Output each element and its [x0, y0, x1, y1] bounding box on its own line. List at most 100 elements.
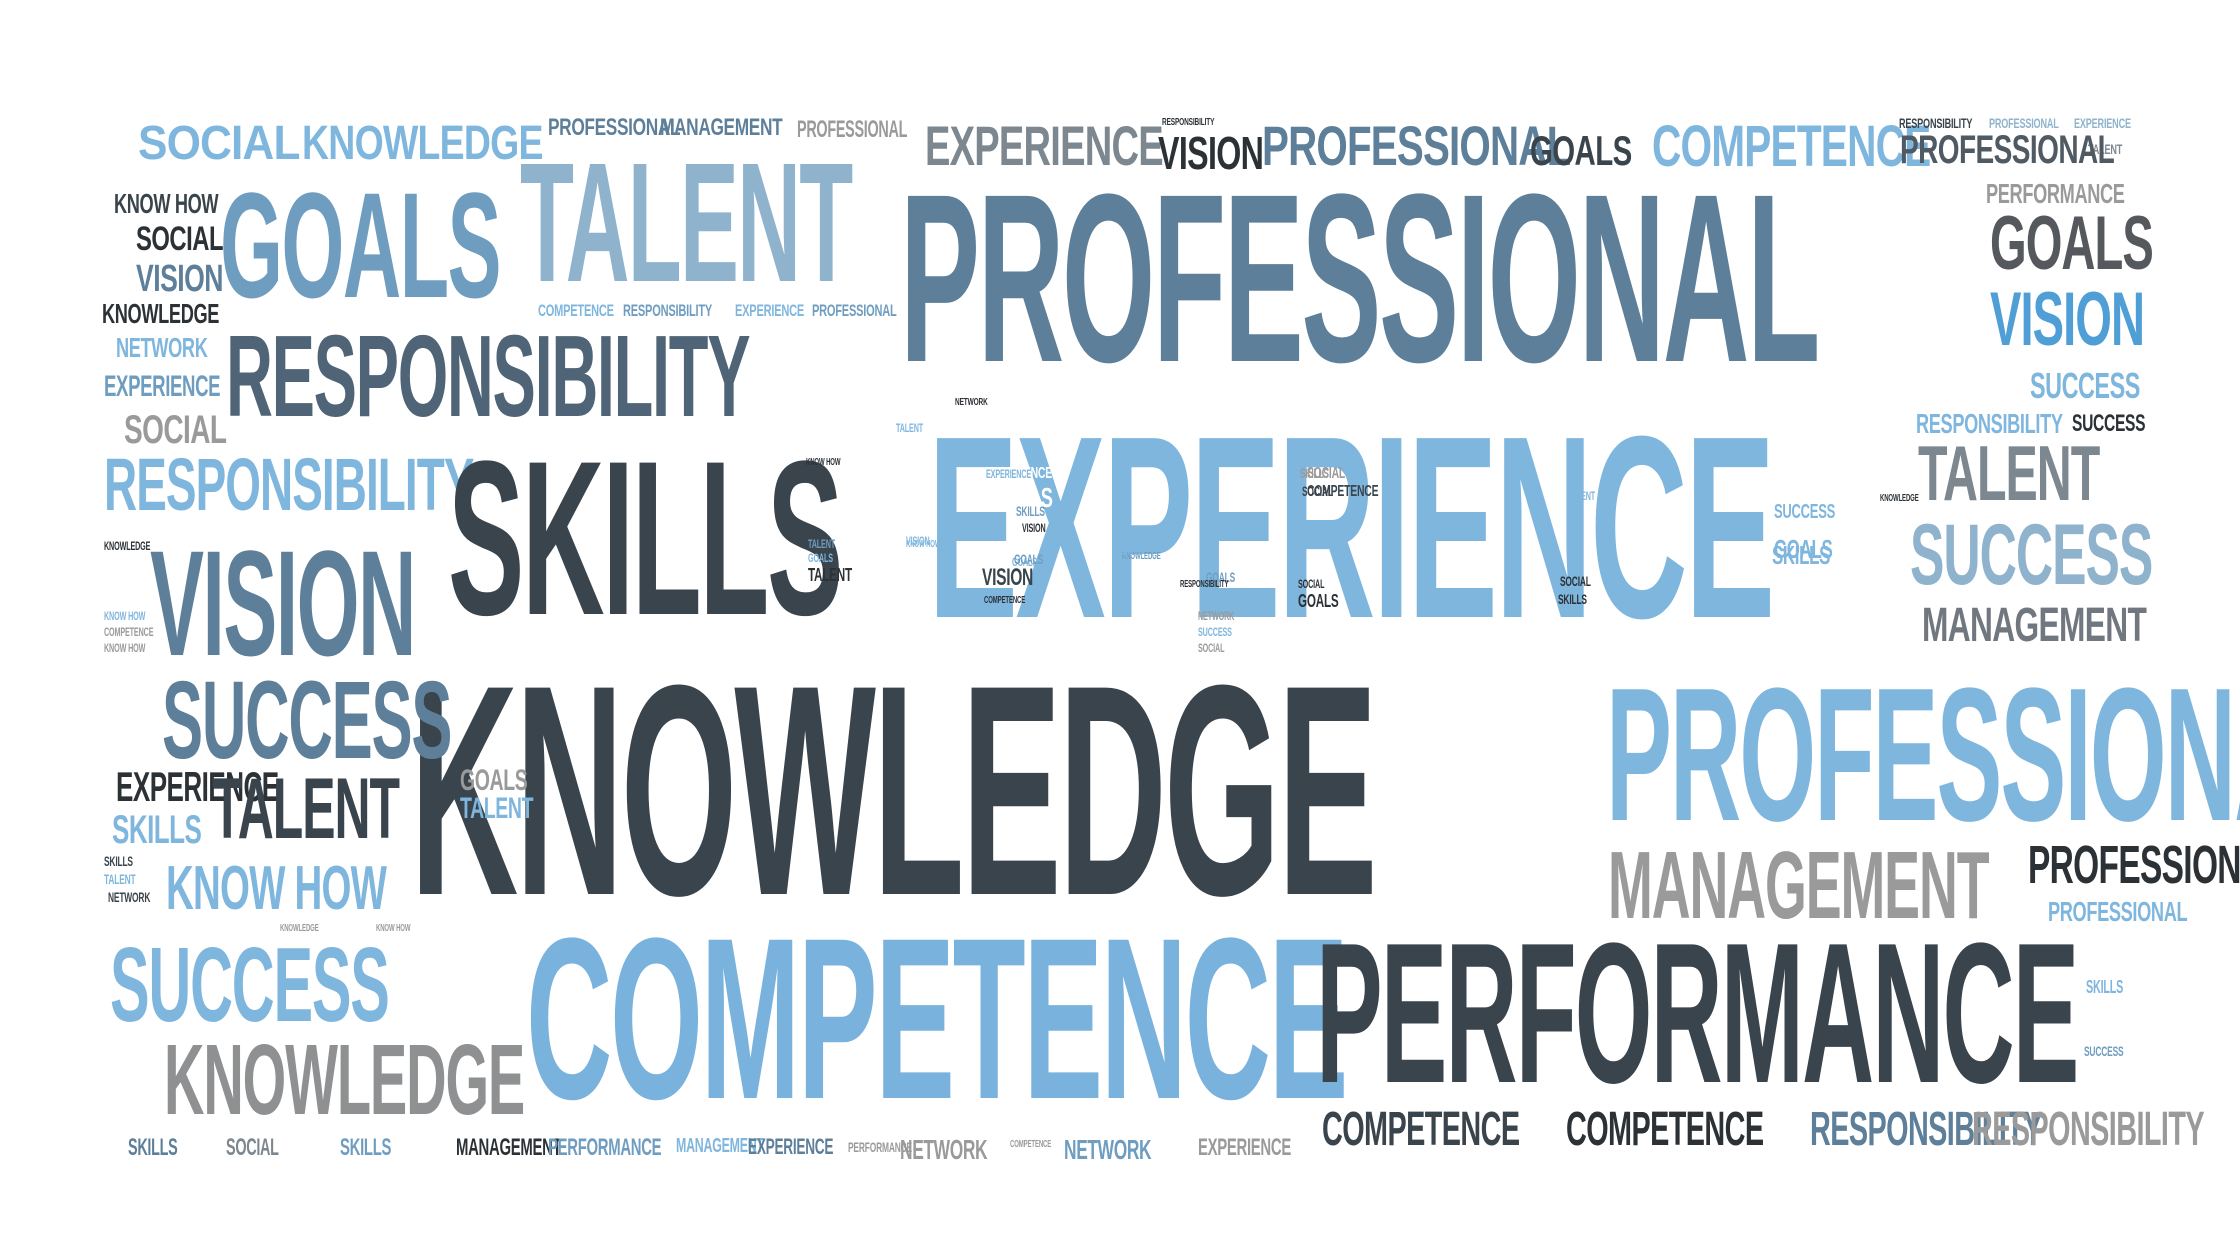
word: GOALS	[1530, 127, 1632, 174]
word: PROFESSIONAL	[797, 116, 908, 143]
word: RESPONSIBILITY	[1972, 1103, 2205, 1156]
word: COMPETENCE	[1566, 1103, 1764, 1156]
word: MANAGEMENT	[456, 1134, 562, 1161]
word: GOALS	[1014, 551, 1044, 567]
word: MANAGEMENT	[676, 1135, 764, 1157]
word: VISION	[150, 519, 416, 687]
word: SKILLS	[1300, 465, 1329, 481]
word: SOCIAL	[1198, 641, 1225, 655]
word: PROFESSIONAL	[548, 114, 681, 141]
word: KNOWLEDGE	[104, 539, 151, 553]
word: RESPONSIBILITY	[1180, 579, 1229, 590]
word: KNOWLEDGE	[302, 117, 544, 170]
word: GOALS	[1298, 591, 1339, 611]
word: SKILLS	[128, 1134, 178, 1161]
word: KNOWLEDGE	[1880, 493, 1919, 504]
word: SKILLS	[1558, 591, 1587, 607]
word: GOALS	[460, 764, 528, 797]
word: VISION	[1158, 127, 1264, 179]
word: PROFESSIONAL	[1900, 128, 2115, 172]
word: KNOWLEDGE	[164, 1024, 525, 1136]
word: SKILLS	[990, 482, 1053, 513]
word: COMPETENCE	[538, 301, 614, 320]
word: KNOWLEDGE	[410, 622, 1378, 958]
word: PERFORMANCE	[548, 1134, 662, 1161]
word: TALENT	[1918, 429, 2100, 517]
word: NETWORK	[116, 332, 208, 363]
word: RESPONSIBILITY	[1162, 117, 1215, 128]
word: COMPETENCE	[984, 595, 1026, 606]
word: EXPERIENCE	[116, 763, 279, 810]
word: RESPONSIBILITY	[1810, 1103, 2043, 1156]
word: PERFORMANCE	[1986, 178, 2125, 209]
word: SOCIAL	[1307, 465, 1346, 482]
word: EXPERIENCE	[1198, 1134, 1291, 1161]
word: GOALS	[808, 551, 833, 565]
word: SKILLS	[1122, 547, 1143, 558]
word: GOALS	[220, 161, 502, 329]
word: KNOW HOW	[114, 188, 219, 219]
word: EXPERIENCE	[735, 301, 805, 320]
word: VISION	[1022, 521, 1046, 535]
word: VISION	[1990, 277, 2145, 362]
word: NETWORK	[1198, 609, 1235, 623]
word: TALENT	[104, 871, 136, 887]
word: VISION	[136, 258, 224, 300]
word: SKILLS	[340, 1134, 392, 1161]
word: SUCCESS	[162, 659, 452, 782]
word: KNOWLEDGE	[1122, 551, 1161, 562]
word: COMPETENCE	[104, 625, 154, 639]
word: NETWORK	[108, 889, 151, 905]
word: PROFESSIONAL	[900, 144, 1820, 412]
word: NETWORK	[955, 397, 988, 408]
word: COMPETENCE	[1010, 1139, 1052, 1150]
word: EXPERIENCE	[987, 465, 1052, 482]
word: KNOW HOW	[906, 539, 941, 550]
word: EXPERIENCE	[925, 114, 1164, 177]
word: TALENT	[1202, 589, 1234, 605]
word: RESPONSIBILITY	[1899, 115, 1973, 131]
word: EXPERIENCE	[748, 1134, 834, 1159]
word: TALENT	[1568, 489, 1595, 503]
word: SOCIAL	[138, 117, 300, 170]
word: TALENT	[808, 565, 852, 585]
word: EXPERIENCE	[2074, 115, 2131, 131]
word: KNOW HOW	[376, 923, 411, 934]
word: KNOW HOW	[104, 609, 146, 623]
word: COMPETENCE	[1322, 1103, 1520, 1156]
word: SUCCESS	[2072, 410, 2146, 437]
word: TALENT	[460, 792, 534, 825]
word: MANAGEMENT	[660, 114, 783, 141]
word: RESPONSIBILITY	[623, 301, 713, 320]
word: RESPONSIBILITY	[226, 311, 751, 441]
word: KNOW HOW	[104, 641, 146, 655]
word: SOCIAL	[124, 408, 227, 452]
word: VISION	[982, 564, 1034, 591]
word: SUCCESS	[1910, 507, 2153, 603]
word: KNOW HOW	[166, 854, 387, 923]
word: SKILLS	[1016, 503, 1045, 519]
word: GOALS	[1012, 555, 1037, 569]
word: PROFESSIONAL	[812, 301, 897, 320]
word: KNOW HOW	[806, 457, 841, 468]
word: TALENT	[808, 537, 835, 551]
word: SUCCESS	[2084, 1043, 2124, 1059]
word: EXPERIENCE	[104, 370, 221, 403]
word: EXPERIENCE	[986, 467, 1031, 481]
word: KNOWLEDGE	[102, 298, 220, 329]
word: MANAGEMENT	[1608, 832, 1990, 939]
word: VISION	[906, 534, 930, 548]
word: PROFESSIONAL	[2048, 896, 2188, 927]
word: SKILLS	[2086, 977, 2124, 997]
word: GOALS	[1774, 534, 1833, 564]
word: TALENT	[896, 421, 923, 435]
word: SKILLS	[104, 853, 133, 869]
word: NETWORK	[1064, 1134, 1152, 1165]
word: SUCCESS	[1198, 625, 1232, 639]
word: KNOWLEDGE	[280, 923, 319, 934]
word: SKILLS	[112, 808, 202, 852]
word: SOCIAL	[226, 1134, 279, 1161]
word: NETWORK	[900, 1134, 988, 1165]
word: SKILLS	[448, 415, 843, 661]
